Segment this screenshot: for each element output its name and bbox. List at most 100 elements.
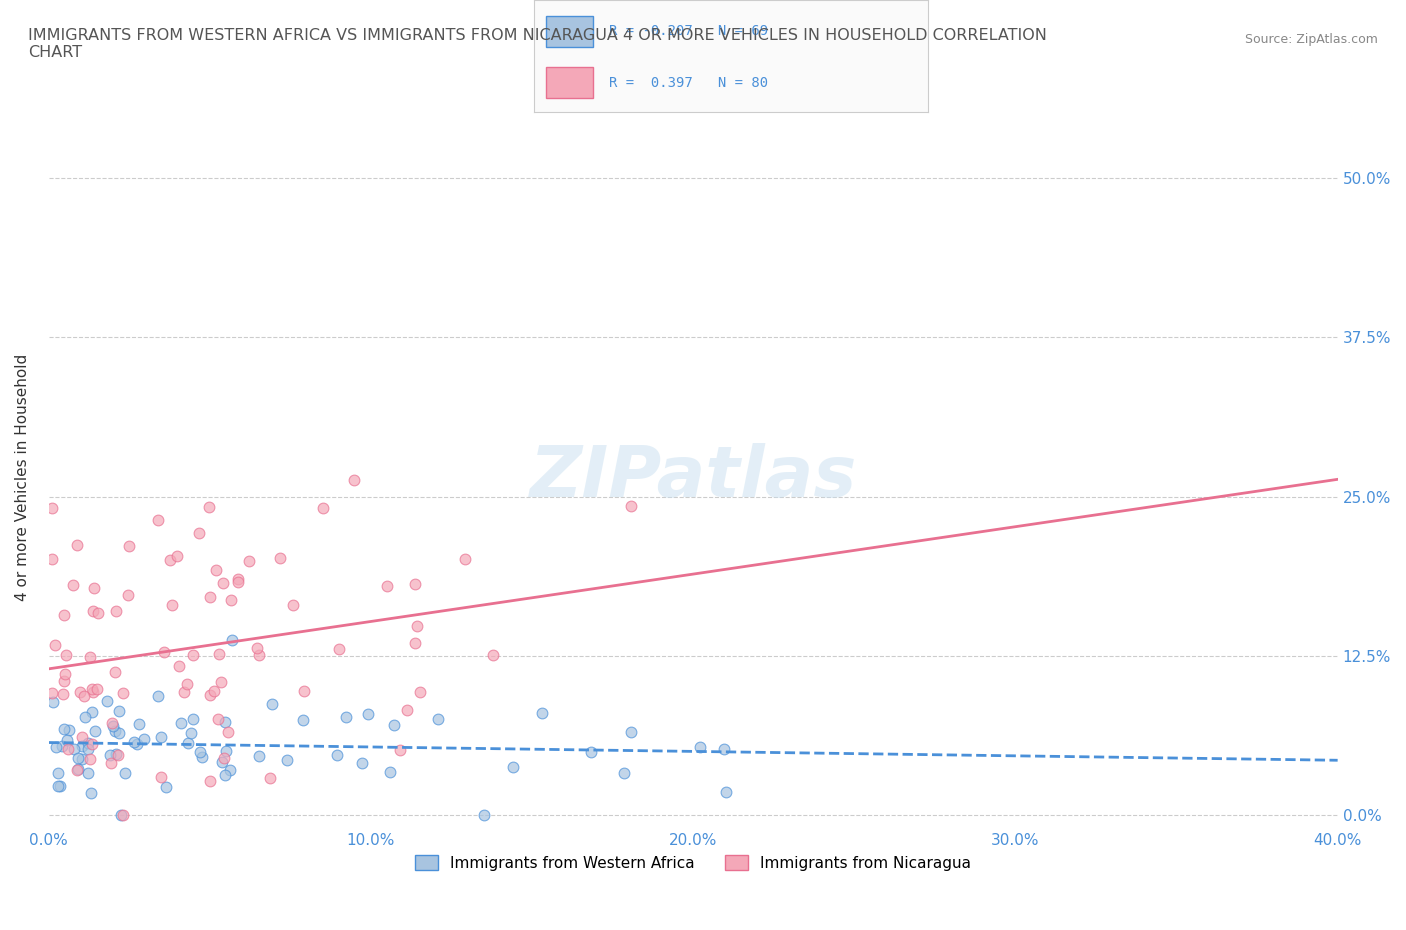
Point: [396, 702, 419, 717]
Point: [159, 553, 181, 568]
Point: [406, 618, 429, 633]
Point: [198, 590, 221, 604]
Point: [77, 742, 100, 757]
Point: [218, 763, 240, 777]
Point: [52, 722, 75, 737]
Point: [260, 697, 283, 711]
Point: [378, 764, 401, 779]
Point: [104, 724, 127, 738]
Point: [104, 604, 127, 618]
Point: [82, 604, 104, 618]
Point: [404, 577, 426, 591]
Point: [100, 755, 122, 770]
Point: [259, 770, 281, 785]
Point: [101, 719, 124, 734]
Point: [190, 750, 212, 764]
Point: [579, 745, 602, 760]
Point: [111, 686, 134, 701]
Point: [83, 580, 105, 595]
Point: [228, 575, 250, 590]
Point: [211, 754, 233, 769]
Point: [111, 808, 134, 823]
Point: [76, 765, 98, 780]
Point: [56, 741, 79, 756]
Point: [613, 765, 636, 780]
Point: [155, 780, 177, 795]
Point: [53, 607, 76, 622]
Point: [150, 770, 173, 785]
Point: [247, 748, 270, 763]
Point: [214, 767, 236, 782]
Point: [530, 706, 553, 721]
Point: [188, 745, 211, 760]
Point: [311, 500, 333, 515]
Point: [326, 747, 349, 762]
Point: [404, 635, 426, 650]
Point: [118, 538, 141, 553]
Point: [73, 710, 96, 724]
Point: [70, 739, 93, 754]
Point: [375, 578, 398, 593]
Point: [342, 473, 364, 488]
Y-axis label: 4 or more Vehicles in Household: 4 or more Vehicles in Household: [15, 353, 30, 601]
Point: [44, 739, 66, 754]
Point: [41, 500, 63, 515]
Point: [41, 685, 63, 700]
Point: [292, 712, 315, 727]
Point: [208, 647, 231, 662]
Point: [177, 736, 200, 751]
Point: [55, 733, 77, 748]
Point: [246, 640, 269, 655]
Point: [63, 742, 86, 757]
Point: [281, 597, 304, 612]
Point: [350, 756, 373, 771]
Point: [181, 711, 204, 726]
Point: [714, 784, 737, 799]
Point: [96, 694, 118, 709]
Point: [83, 724, 105, 738]
Point: [69, 684, 91, 699]
Point: [51, 738, 73, 753]
Point: [70, 730, 93, 745]
Point: [55, 647, 77, 662]
Point: [200, 774, 222, 789]
Point: [49, 778, 72, 793]
Point: [146, 512, 169, 527]
FancyBboxPatch shape: [546, 67, 593, 99]
Point: [198, 499, 221, 514]
Point: [214, 714, 236, 729]
Point: [149, 730, 172, 745]
Point: [502, 760, 524, 775]
Point: [713, 742, 735, 757]
Point: [409, 684, 432, 699]
Point: [82, 684, 104, 699]
Point: [114, 765, 136, 780]
Point: [620, 725, 643, 740]
Point: [219, 593, 242, 608]
Point: [382, 718, 405, 733]
Point: [82, 681, 104, 696]
Point: [79, 649, 101, 664]
Point: [620, 498, 643, 513]
Point: [53, 667, 76, 682]
Point: [107, 748, 129, 763]
Point: [689, 739, 711, 754]
Legend: Immigrants from Western Africa, Immigrants from Nicaragua: Immigrants from Western Africa, Immigran…: [409, 848, 977, 877]
Point: [276, 753, 298, 768]
Point: [269, 551, 291, 565]
Point: [482, 647, 505, 662]
Point: [200, 687, 222, 702]
Point: [53, 673, 76, 688]
Point: [108, 726, 131, 741]
Point: [132, 732, 155, 747]
Text: ZIPatlas: ZIPatlas: [530, 443, 856, 512]
Point: [211, 576, 233, 591]
Point: [86, 682, 108, 697]
Point: [335, 710, 357, 724]
Point: [162, 598, 184, 613]
Point: [117, 587, 139, 602]
Point: [62, 578, 84, 592]
Point: [73, 689, 96, 704]
Point: [87, 605, 110, 620]
Point: [166, 549, 188, 564]
